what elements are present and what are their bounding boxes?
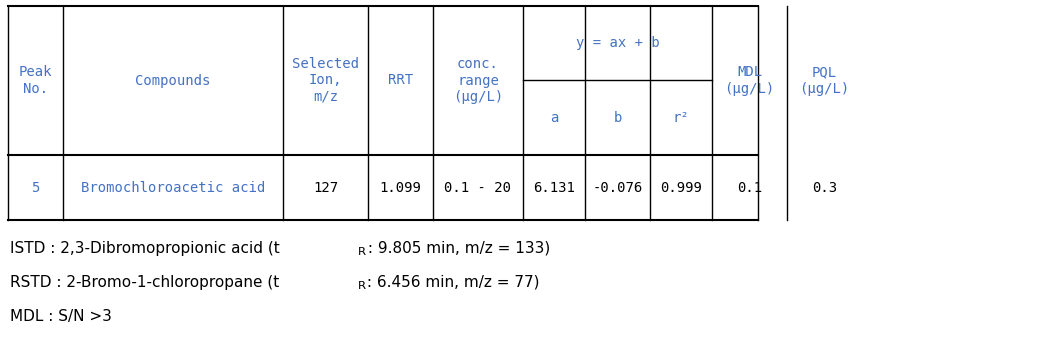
Text: y = ax + b: y = ax + b (576, 36, 659, 50)
Text: r²: r² (673, 110, 689, 124)
Text: Compounds: Compounds (136, 74, 211, 88)
Text: 0.3: 0.3 (812, 180, 837, 194)
Text: RRT: RRT (388, 74, 413, 88)
Text: Selected
Ion,
m/z: Selected Ion, m/z (292, 57, 359, 104)
Text: 127: 127 (313, 180, 338, 194)
Text: Peak
No.: Peak No. (19, 65, 52, 95)
Text: ISTD : 2,3-Dibromopropionic acid (t: ISTD : 2,3-Dibromopropionic acid (t (10, 240, 280, 255)
Text: MDL
(μg/L): MDL (μg/L) (724, 65, 775, 95)
Text: Bromochloroacetic acid: Bromochloroacetic acid (81, 180, 265, 194)
Text: 0.999: 0.999 (660, 180, 702, 194)
Text: b: b (614, 110, 621, 124)
Text: MDL : S/N >3: MDL : S/N >3 (10, 309, 112, 324)
Text: RSTD : 2-Bromo-1-chloropropane (t: RSTD : 2-Bromo-1-chloropropane (t (10, 275, 279, 290)
Text: : 9.805 min, m/z = 133): : 9.805 min, m/z = 133) (363, 240, 550, 255)
Text: conc.
range
(μg/L): conc. range (μg/L) (453, 57, 504, 104)
Text: R: R (357, 281, 366, 291)
Text: : 6.456 min, m/z = 77): : 6.456 min, m/z = 77) (361, 275, 540, 290)
Text: 5: 5 (32, 180, 39, 194)
Text: R: R (358, 247, 366, 257)
Text: PQL
(μg/L): PQL (μg/L) (799, 65, 850, 95)
Text: 0.1: 0.1 (737, 180, 762, 194)
Text: a: a (550, 110, 559, 124)
Text: 0.1 - 20: 0.1 - 20 (444, 180, 512, 194)
Text: -0.076: -0.076 (593, 180, 642, 194)
Text: 1.099: 1.099 (379, 180, 422, 194)
Text: 6.131: 6.131 (533, 180, 575, 194)
